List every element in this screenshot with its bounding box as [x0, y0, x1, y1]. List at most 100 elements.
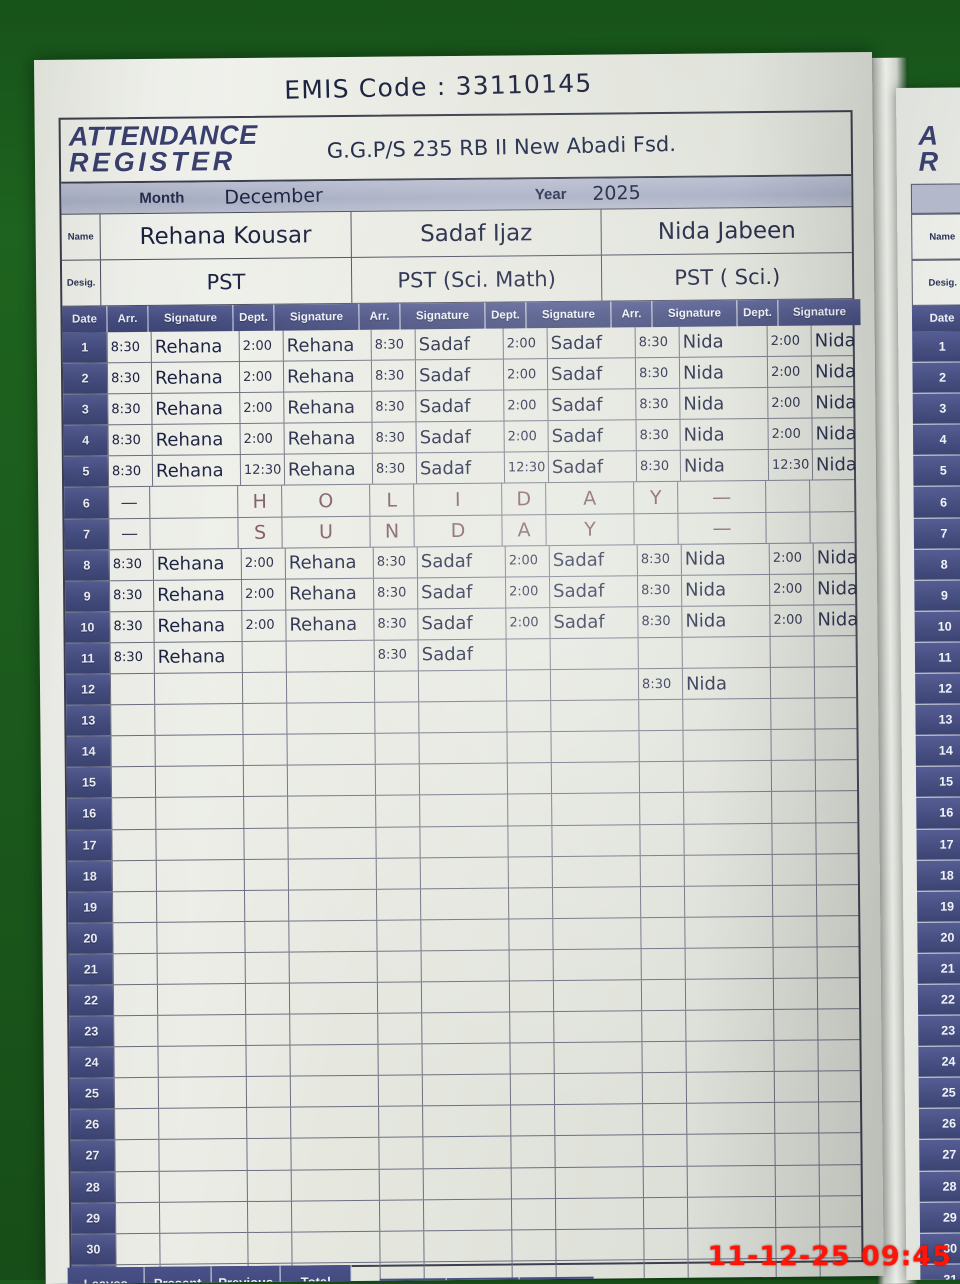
time-cell-r16-c6[interactable]: [508, 794, 553, 825]
time-cell-r10-c0[interactable]: 8:30: [110, 611, 155, 643]
time-cell-r25-c4[interactable]: [378, 1075, 424, 1107]
time-cell-r6-c6[interactable]: D: [502, 483, 547, 515]
signature-cell-r6-c9[interactable]: —: [678, 481, 767, 513]
time-cell-r30-c2[interactable]: [248, 1232, 293, 1263]
signature-cell-r21-c11[interactable]: [818, 947, 884, 978]
time-cell-r27-c2[interactable]: [247, 1139, 292, 1170]
time-cell-r9-c6[interactable]: 2:00: [505, 576, 551, 608]
signature-cell-r17-c11[interactable]: [816, 822, 883, 853]
time-cell-r1-c6[interactable]: 2:00: [503, 328, 548, 359]
signature-cell-r12-c3[interactable]: [286, 671, 376, 703]
signature-cell-r10-c9[interactable]: Nida: [682, 605, 771, 637]
signature-cell-r24-c9[interactable]: [686, 1041, 775, 1073]
signature-cell-r13-c11[interactable]: [815, 698, 884, 729]
time-cell-r20-c8[interactable]: [641, 917, 686, 949]
signature-cell-r5-c1[interactable]: Rehana: [152, 455, 242, 487]
signature-cell-r20-c9[interactable]: [685, 916, 774, 948]
signature-cell-r12-c9[interactable]: Nida: [682, 667, 772, 699]
signature-cell-r30-c5[interactable]: [424, 1230, 513, 1262]
time-cell-r14-c4[interactable]: [375, 733, 420, 765]
signature-cell-r13-c1[interactable]: [155, 704, 244, 736]
signature-cell-r6-c11[interactable]: [810, 480, 884, 511]
signature-cell-r3-c9[interactable]: Nida: [680, 388, 769, 420]
signature-cell-r15-c9[interactable]: [683, 761, 773, 793]
signature-cell-r27-c7[interactable]: [555, 1135, 644, 1167]
time-cell-r1-c8[interactable]: 8:30: [635, 326, 680, 358]
signature-cell-r23-c9[interactable]: [686, 1010, 775, 1041]
time-cell-r18-c4[interactable]: [376, 857, 421, 889]
signature-cell-r28-c3[interactable]: [291, 1169, 380, 1201]
signature-cell-r3-c3[interactable]: Rehana: [284, 391, 373, 423]
time-cell-r19-c0[interactable]: [112, 891, 158, 923]
signature-cell-r2-c1[interactable]: Rehana: [151, 362, 241, 394]
signature-cell-r15-c7[interactable]: [551, 762, 641, 794]
signature-cell-r16-c5[interactable]: [420, 794, 509, 826]
signature-cell-r29-c9[interactable]: [687, 1196, 777, 1228]
signature-cell-r25-c3[interactable]: [290, 1075, 380, 1107]
signature-cell-r17-c7[interactable]: [552, 824, 641, 856]
time-cell-r11-c2[interactable]: [242, 641, 287, 673]
signature-cell-r8-c1[interactable]: Rehana: [153, 548, 242, 580]
signature-cell-r24-c1[interactable]: [158, 1046, 247, 1078]
signature-cell-r4-c3[interactable]: Rehana: [284, 423, 373, 454]
signature-cell-r6-c1[interactable]: [150, 486, 239, 518]
signature-cell-r21-c7[interactable]: [553, 949, 642, 981]
signature-cell-r14-c7[interactable]: [551, 731, 640, 763]
signature-cell-r1-c9[interactable]: Nida: [679, 325, 768, 357]
time-cell-r4-c8[interactable]: 8:30: [636, 420, 681, 451]
signature-cell-r5-c7[interactable]: Sadaf: [548, 451, 638, 483]
time-cell-r1-c2[interactable]: 2:00: [239, 330, 284, 362]
time-cell-r9-c0[interactable]: 8:30: [110, 580, 155, 612]
time-cell-r7-c6[interactable]: A: [502, 514, 547, 546]
time-cell-r22-c10[interactable]: [773, 978, 819, 1010]
signature-cell-r29-c11[interactable]: [820, 1195, 884, 1226]
signature-cell-r7-c3[interactable]: U: [282, 516, 371, 548]
time-cell-r1-c4[interactable]: 8:30: [371, 329, 416, 360]
time-cell-r24-c8[interactable]: [642, 1041, 687, 1073]
signature-cell-r15-c1[interactable]: [155, 766, 245, 798]
time-cell-r4-c0[interactable]: 8:30: [108, 425, 153, 456]
signature-cell-r14-c5[interactable]: [419, 732, 508, 764]
signature-cell-r9-c9[interactable]: Nida: [681, 574, 771, 606]
signature-cell-r29-c5[interactable]: [423, 1199, 513, 1231]
signature-cell-r18-c11[interactable]: [817, 853, 884, 884]
signature-cell-r26-c3[interactable]: [291, 1107, 380, 1139]
time-cell-r5-c0[interactable]: 8:30: [108, 456, 154, 487]
signature-cell-r21-c3[interactable]: [289, 951, 378, 983]
time-cell-r16-c8[interactable]: [640, 793, 685, 824]
signature-cell-r5-c3[interactable]: Rehana: [284, 454, 374, 486]
signature-cell-r1-c1[interactable]: Rehana: [151, 331, 240, 362]
signature-cell-r27-c5[interactable]: [423, 1136, 512, 1168]
time-cell-r12-c6[interactable]: [506, 670, 552, 701]
signature-cell-r14-c11[interactable]: [815, 729, 883, 760]
time-cell-r21-c6[interactable]: [509, 949, 554, 981]
signature-cell-r3-c1[interactable]: Rehana: [152, 393, 241, 425]
time-cell-r8-c2[interactable]: 2:00: [241, 548, 286, 579]
time-cell-r7-c4[interactable]: N: [370, 515, 415, 547]
signature-cell-r4-c11[interactable]: Nida: [815, 422, 857, 445]
time-cell-r25-c6[interactable]: [510, 1074, 556, 1105]
time-cell-r18-c6[interactable]: [508, 856, 553, 888]
time-cell-r27-c8[interactable]: [643, 1135, 688, 1166]
time-cell-r3-c6[interactable]: 2:00: [504, 390, 549, 421]
time-cell-r22-c4[interactable]: [377, 982, 423, 1013]
time-cell-r24-c6[interactable]: [510, 1043, 555, 1074]
time-cell-r26-c2[interactable]: [247, 1107, 292, 1139]
signature-cell-r10-c1[interactable]: Rehana: [154, 610, 243, 642]
signature-cell-r29-c7[interactable]: [555, 1197, 645, 1229]
signature-cell-r21-c5[interactable]: [421, 950, 510, 982]
signature-cell-r3-c7[interactable]: Sadaf: [548, 389, 637, 421]
signature-cell-r7-c5[interactable]: D: [414, 515, 503, 547]
time-cell-r6-c10[interactable]: [766, 481, 811, 512]
signature-cell-r25-c7[interactable]: [554, 1073, 644, 1105]
time-cell-r7-c0[interactable]: —: [109, 518, 151, 549]
time-cell-r17-c0[interactable]: [112, 829, 157, 860]
time-cell-r15-c6[interactable]: [507, 763, 553, 794]
time-cell-r10-c2[interactable]: 2:00: [242, 610, 287, 641]
time-cell-r15-c8[interactable]: [639, 762, 685, 793]
time-cell-r13-c2[interactable]: [243, 703, 288, 735]
signature-cell-r5-c11[interactable]: Nida: [815, 454, 857, 476]
signature-cell-r2-c9[interactable]: Nida: [679, 357, 769, 388]
time-cell-r30-c4[interactable]: [380, 1231, 425, 1262]
signature-cell-r9-c11[interactable]: Nida: [817, 578, 859, 600]
